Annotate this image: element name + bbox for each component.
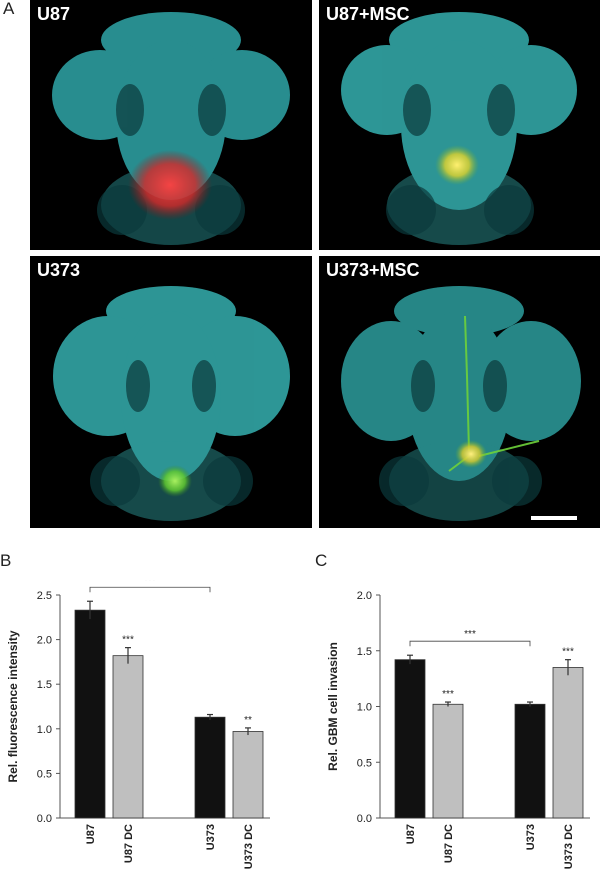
brain-image-u87-msc [341, 12, 577, 245]
bar [194, 716, 226, 819]
y-axis-label: Rel. fluorescence intensity [6, 630, 20, 782]
image-label-u87-msc: U87+MSC [326, 4, 410, 24]
y-tick-label: 1.0 [357, 702, 372, 714]
tumor-u87-msc [435, 145, 479, 185]
panel-c-letter: C [315, 551, 328, 570]
category-label: U87 DC [123, 824, 135, 863]
category-label: U373 [205, 824, 217, 850]
bar [74, 609, 106, 819]
significance-bracket [409, 640, 531, 647]
image-label-u87: U87 [37, 4, 71, 24]
tumor-u373-msc [455, 440, 487, 468]
y-tick-label: 2.5 [37, 590, 52, 602]
category-label: U373 [525, 824, 537, 850]
category-label: U373 DC [243, 824, 255, 869]
brain-image-u87 [52, 12, 290, 245]
bar [112, 655, 144, 819]
chart-b: 0.0 0.5 1.0 1.5 2.0 2.5 Rel. fluorescence inte… [6, 580, 270, 869]
significance-label: ** [244, 715, 252, 726]
category-label: U87 DC [443, 824, 455, 863]
image-panel-u87: U87 [30, 0, 312, 250]
category-label: U87 [405, 824, 417, 844]
scale-bar [531, 516, 577, 520]
y-tick-label: 2.0 [357, 590, 372, 602]
y-tick-label: 2.0 [37, 635, 52, 647]
tumor-u87 [128, 150, 212, 220]
category-label: U373 DC [563, 824, 575, 869]
y-tick-label: 1.5 [37, 679, 52, 691]
bracket-label: *** [464, 629, 476, 640]
y-tick-label: 1.5 [357, 646, 372, 658]
tumor-u373 [158, 465, 192, 497]
brain-image-u373 [53, 286, 290, 521]
bar [514, 703, 546, 819]
image-panel-u373-msc: U373+MSC [319, 256, 600, 528]
panel-a-letter: A [3, 0, 15, 18]
bracket-label: *** [144, 580, 156, 586]
significance-label: *** [562, 647, 574, 658]
y-tick-label: 0.5 [37, 768, 52, 780]
y-tick-label: 0.0 [37, 813, 52, 825]
y-tick-label: 0.0 [357, 813, 372, 825]
y-tick-label: 1.0 [37, 724, 52, 736]
chart-c: 0.0 0.5 1.0 1.5 2.0 Rel. GBM cell invasion U87… [326, 590, 590, 869]
panel-b-letter: B [0, 551, 12, 570]
image-panel-u87-msc: U87+MSC [319, 0, 600, 250]
bar [232, 731, 264, 819]
category-label: U87 [85, 824, 97, 844]
bar [552, 667, 584, 819]
significance-bracket [89, 586, 211, 593]
image-label-u373-msc: U373+MSC [326, 260, 420, 280]
significance-label: *** [122, 635, 134, 646]
significance-label: *** [442, 689, 454, 700]
bar [432, 703, 464, 819]
brain-image-u373-msc [341, 286, 581, 521]
y-axis-label: Rel. GBM cell invasion [326, 642, 340, 771]
bar [394, 659, 426, 819]
image-label-u373: U373 [37, 260, 81, 280]
image-panel-u373: U373 [30, 256, 312, 528]
y-tick-label: 0.5 [357, 757, 372, 769]
